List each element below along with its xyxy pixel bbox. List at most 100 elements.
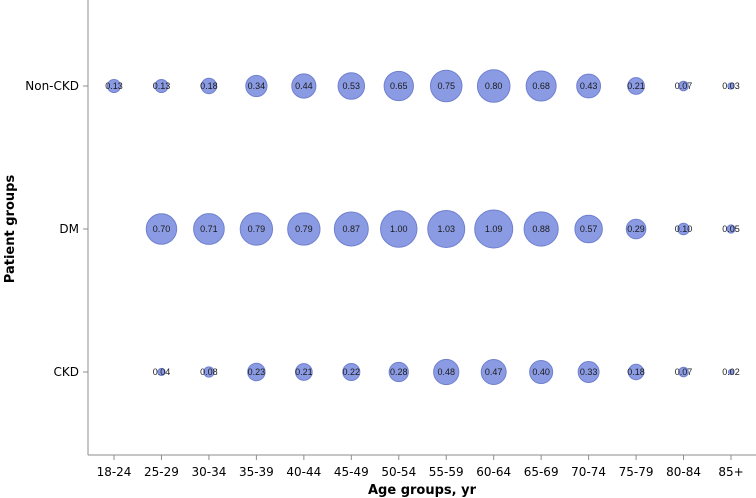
x-tick-label: 45-49 <box>334 465 369 479</box>
bubble-value-label: 0.48 <box>437 367 455 377</box>
bubble <box>523 211 559 247</box>
bubble <box>727 368 735 376</box>
bubble <box>525 70 557 102</box>
bubble <box>726 224 736 234</box>
bubble <box>577 361 600 383</box>
bubble <box>627 77 645 95</box>
bubble <box>727 82 735 90</box>
bubble-value-label: 0.79 <box>248 224 266 234</box>
bubble <box>333 211 369 247</box>
bubble-value-label: 0.07 <box>675 81 693 91</box>
bubble <box>388 361 409 383</box>
bubble-value-label: 0.88 <box>532 224 550 234</box>
x-tick-label: 25-29 <box>144 465 179 479</box>
bubble-value-label: 0.08 <box>200 367 218 377</box>
y-tick-label: Non-CKD <box>25 79 79 93</box>
x-tick-label: 75-79 <box>619 465 654 479</box>
y-axis-title: Patient groups <box>3 175 18 284</box>
x-tick-label: 30-34 <box>191 465 226 479</box>
bubble-value-label: 0.43 <box>580 81 598 91</box>
bubble-value-label: 0.53 <box>343 81 361 91</box>
bubble-value-label: 1.09 <box>485 224 503 234</box>
bubble <box>245 74 268 98</box>
x-axis-title: Age groups, yr <box>368 483 477 498</box>
bubble-value-label: 0.47 <box>485 367 503 377</box>
bubble <box>476 69 511 103</box>
bubble-value-label: 0.05 <box>722 224 740 234</box>
x-tick-label: 18-24 <box>97 465 132 479</box>
x-tick-label: 70-74 <box>571 465 606 479</box>
bubble-value-label: 1.03 <box>437 224 455 234</box>
bubble <box>203 366 215 378</box>
bubble-value-label: 0.18 <box>200 81 218 91</box>
bubble <box>474 209 514 249</box>
bubble <box>678 80 689 92</box>
x-tick-label: 35-39 <box>239 465 274 479</box>
bubble-value-label: 0.40 <box>532 367 550 377</box>
y-axis-ticks: Non-CKD DM CKD <box>25 79 88 379</box>
bubble <box>574 214 603 244</box>
x-tick-label: 50-54 <box>381 465 416 479</box>
bubble <box>154 78 169 94</box>
bubble <box>429 69 463 103</box>
bubble <box>342 362 361 382</box>
bubble <box>193 213 225 245</box>
bubble <box>337 72 366 100</box>
bubble-value-label: 0.18 <box>627 367 645 377</box>
bubble <box>529 359 554 385</box>
bubble-value-label: 0.75 <box>437 81 455 91</box>
bubble <box>433 358 460 386</box>
bubble-value-label: 0.04 <box>153 367 171 377</box>
bubble-value-label: 0.22 <box>343 367 361 377</box>
bubble-value-label: 0.13 <box>105 81 123 91</box>
bubble-value-label: 0.23 <box>248 367 266 377</box>
bubble-value-label: 0.71 <box>200 224 218 234</box>
bubble-value-label: 0.21 <box>627 81 645 91</box>
bubble <box>480 359 507 385</box>
x-tick-label: 65-69 <box>524 465 559 479</box>
bubble <box>145 213 178 245</box>
bubble-value-label: 0.07 <box>675 367 693 377</box>
bubble-value-label: 0.21 <box>295 367 313 377</box>
bubble-value-label: 0.10 <box>675 224 693 234</box>
bubble <box>295 363 313 381</box>
bubble-value-label: 0.57 <box>580 224 598 234</box>
bubble <box>247 362 266 382</box>
y-tick-label: DM <box>59 222 79 236</box>
y-tick-label: CKD <box>54 365 80 379</box>
bubble-value-label: 0.87 <box>343 224 361 234</box>
bubble <box>627 363 645 381</box>
bubble-value-label: 0.80 <box>485 81 503 91</box>
bubble-value-label: 0.79 <box>295 224 313 234</box>
bubble-value-label: 0.34 <box>248 81 266 91</box>
bubble <box>157 367 166 377</box>
bubble-value-label: 0.44 <box>295 81 313 91</box>
bubble <box>239 212 274 246</box>
bubble <box>291 73 317 99</box>
bubble-value-label: 0.03 <box>722 81 740 91</box>
bubble-value-label: 0.65 <box>390 81 408 91</box>
bubble-value-label: 0.13 <box>153 81 171 91</box>
bubble-value-label: 1.00 <box>390 224 408 234</box>
x-tick-label: 85+ <box>718 465 743 479</box>
bubble-value-label: 0.70 <box>153 224 171 234</box>
x-axis-ticks: 18-24 25-29 30-34 35-39 40-44 45-49 50-54 55-59… <box>97 455 744 479</box>
bubble <box>625 218 647 240</box>
x-tick-label: 60-64 <box>476 465 511 479</box>
x-tick-label: 80-84 <box>666 465 701 479</box>
bubble-value-label: 0.33 <box>580 367 598 377</box>
bubble <box>106 78 122 94</box>
bubble-value-label: 0.28 <box>390 367 408 377</box>
bubble <box>383 70 414 102</box>
bubble <box>576 73 602 99</box>
bubble-value-label: 0.29 <box>627 224 645 234</box>
bubble <box>287 212 321 246</box>
bubbles-layer: 0.13 0.13 0.18 0.34 0.44 0.53 0.65 0.75 0.80 0.68… <box>105 69 740 386</box>
bubble <box>380 210 418 248</box>
bubble <box>678 366 689 378</box>
bubble <box>677 222 690 236</box>
x-tick-label: 55-59 <box>429 465 464 479</box>
bubble-value-label: 0.68 <box>532 81 550 91</box>
bubble-value-label: 0.02 <box>722 367 740 377</box>
